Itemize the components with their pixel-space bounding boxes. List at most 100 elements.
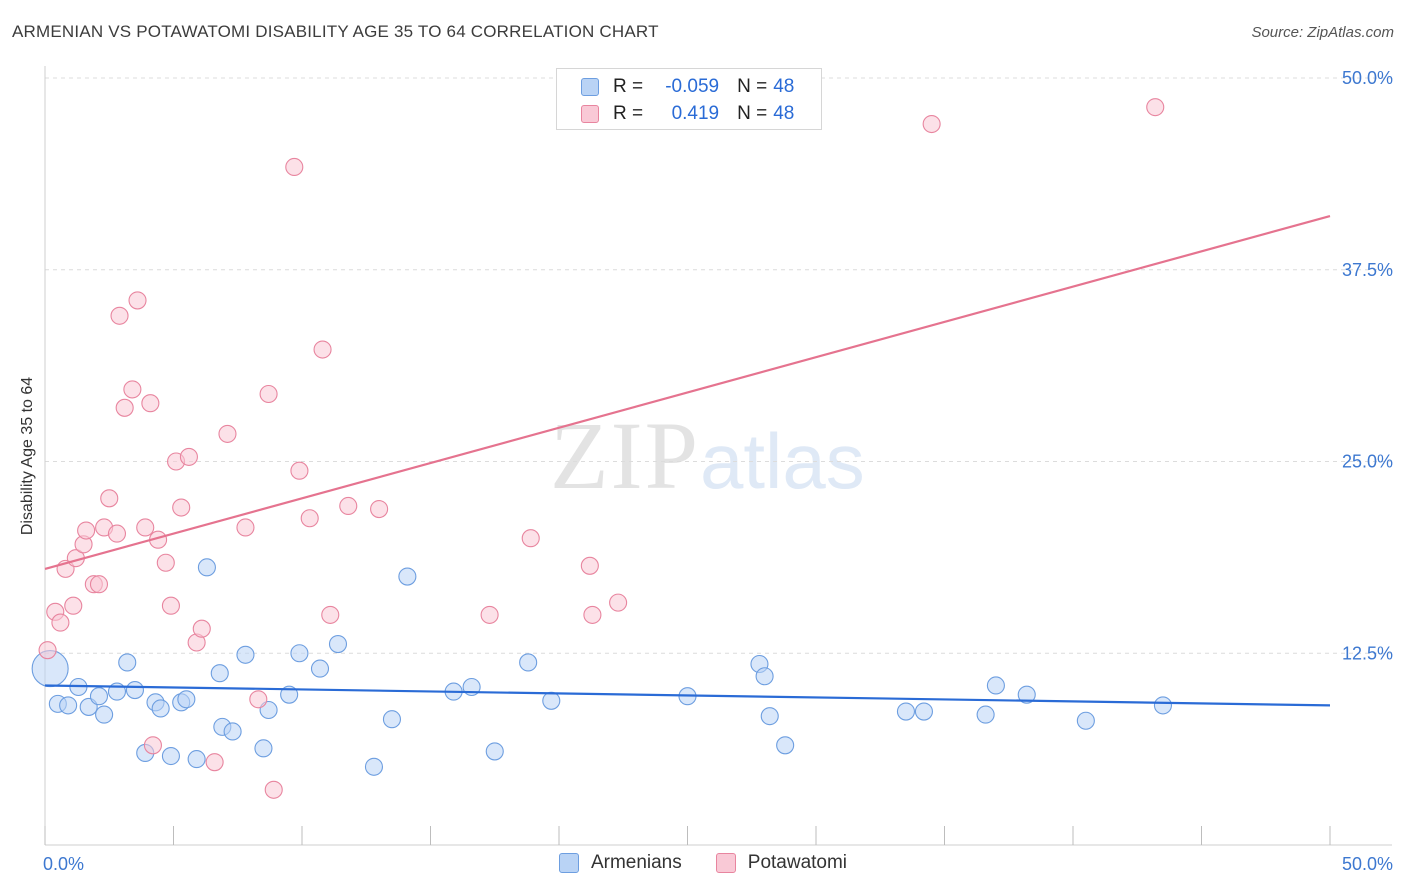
potawatomi-point xyxy=(313,340,332,359)
armenians-point xyxy=(290,644,309,663)
r-label: R = xyxy=(613,76,644,97)
potawatomi-point xyxy=(100,489,119,508)
armenians-point xyxy=(485,742,504,761)
n-label: N = xyxy=(737,103,768,124)
potawatomi-point xyxy=(192,619,211,638)
armenians-point xyxy=(382,710,402,729)
potawatomi-point xyxy=(38,641,57,660)
armenians-swatch xyxy=(581,78,599,96)
potawatomi-point xyxy=(156,553,175,572)
potawatomi-point xyxy=(161,596,180,615)
potawatomi-point xyxy=(480,605,499,624)
armenians-point xyxy=(125,681,144,700)
y-tick-label: 25.0% xyxy=(1342,452,1393,472)
potawatomi-point xyxy=(300,509,319,528)
potawatomi-point xyxy=(141,394,160,413)
potawatomi-point xyxy=(583,605,602,624)
potawatomi-point xyxy=(77,521,96,540)
armenians-point xyxy=(310,659,330,678)
armenians-point xyxy=(364,757,384,776)
armenians-point xyxy=(89,687,109,706)
armenians-point xyxy=(187,750,206,769)
legend-label-armenians: Armenians xyxy=(590,852,682,873)
potawatomi-point xyxy=(580,556,599,575)
potawatomi-point xyxy=(136,518,155,537)
legend-item-armenians[interactable]: Armenians xyxy=(558,852,682,874)
legend-swatch-armenians xyxy=(558,853,579,873)
armenians-point xyxy=(197,558,216,577)
potawatomi-point xyxy=(321,605,340,624)
potawatomi-point xyxy=(128,291,147,310)
armenians-point xyxy=(59,696,78,715)
potawatomi-point xyxy=(89,575,109,594)
legend-label-potawatomi: Potawatomi xyxy=(747,852,848,873)
x-tick-label: 0.0% xyxy=(43,854,84,874)
potawatomi-point xyxy=(285,157,304,177)
armenians-point xyxy=(914,702,933,721)
armenians-point xyxy=(519,653,538,672)
armenians-point xyxy=(755,667,774,686)
potawatomi-point xyxy=(370,500,389,519)
potawatomi-point xyxy=(107,524,127,543)
n-label: N = xyxy=(737,76,768,97)
potawatomi-point xyxy=(205,753,224,772)
tick-labels: 12.5% 25.0% 37.5% 50.0% 0.0% 50.0% xyxy=(43,68,1393,874)
potawatomi-point xyxy=(290,461,309,480)
armenians-point xyxy=(236,645,255,664)
stats-row-armenians: R = -0.059 N = 48 xyxy=(581,74,794,100)
potawatomi-point xyxy=(609,593,628,612)
armenians-point xyxy=(254,739,273,758)
armenians-point xyxy=(986,676,1005,695)
axes xyxy=(44,66,1392,846)
potawatomi-point xyxy=(115,398,134,417)
armenians-point xyxy=(118,653,137,672)
potawatomi-point xyxy=(339,496,358,516)
potawatomi-point xyxy=(259,384,278,404)
y-axis-label: Disability Age 35 to 64 xyxy=(19,376,36,536)
n-value: 48 xyxy=(773,103,795,124)
potawatomi-point xyxy=(143,736,162,755)
armenians-point xyxy=(976,705,995,724)
potawatomi-swatch xyxy=(581,105,599,123)
data-points xyxy=(31,98,1172,799)
potawatomi-trend-line xyxy=(44,214,1331,570)
legend-item-potawatomi[interactable]: Potawatomi xyxy=(715,852,848,874)
potawatomi-point xyxy=(172,498,191,517)
y-tick-label: 50.0% xyxy=(1342,68,1393,88)
potawatomi-point xyxy=(922,114,941,134)
stats-row-potawatomi: R = 0.419 N = 48 xyxy=(581,101,794,127)
armenians-point xyxy=(161,746,180,766)
potawatomi-point xyxy=(264,780,283,799)
potawatomi-point xyxy=(179,447,198,466)
armenians-point xyxy=(760,707,779,726)
r-value: 0.419 xyxy=(671,103,720,124)
armenians-point xyxy=(776,736,795,755)
y-tick-label: 37.5% xyxy=(1342,260,1393,280)
n-value: 48 xyxy=(773,76,795,97)
potawatomi-point xyxy=(110,306,129,325)
y-tick-label: 12.5% xyxy=(1342,643,1393,663)
armenians-point xyxy=(95,705,114,724)
legend-swatch-potawatomi xyxy=(715,853,736,873)
armenians-point xyxy=(542,691,561,710)
trend-lines xyxy=(44,214,1331,707)
armenians-point xyxy=(1076,711,1095,730)
potawatomi-point xyxy=(123,380,142,399)
potawatomi-point xyxy=(249,690,268,709)
potawatomi-point xyxy=(521,529,540,548)
armenians-point xyxy=(328,634,348,654)
grid-lines xyxy=(45,77,1392,654)
r-value: -0.059 xyxy=(665,76,720,97)
armenians-point xyxy=(151,699,170,718)
armenians-point xyxy=(1153,696,1172,715)
r-label: R = xyxy=(613,103,644,124)
armenians-trend-line xyxy=(44,684,1331,707)
potawatomi-point xyxy=(236,518,255,537)
x-tick-label: 50.0% xyxy=(1342,854,1393,874)
chart-title: ARMENIAN VS POTAWATOMI DISABILITY AGE 35… xyxy=(12,22,659,41)
legend: Armenians Potawatomi xyxy=(0,852,1406,874)
stats-box: R = -0.059 N = 48 R = 0.419 N = 48 xyxy=(556,68,822,130)
armenians-point xyxy=(210,664,229,683)
potawatomi-point xyxy=(64,596,83,615)
